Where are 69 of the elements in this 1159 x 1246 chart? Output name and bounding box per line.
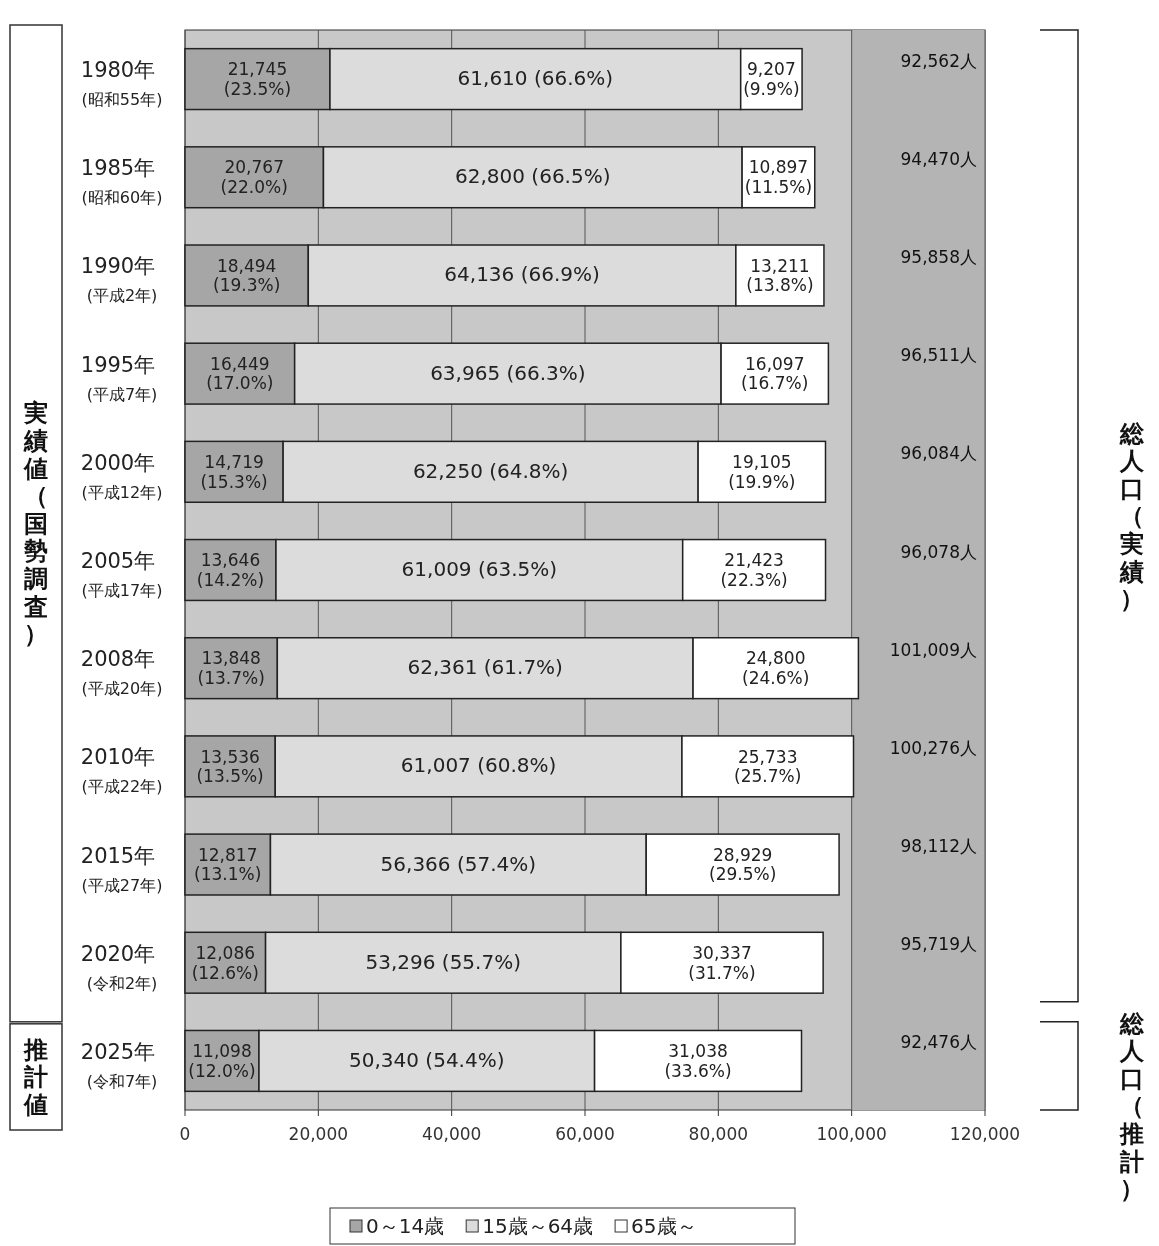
x-tick-label: 100,000 bbox=[816, 1124, 887, 1144]
data-label: 53,296 (55.7%) bbox=[365, 949, 521, 974]
annotation: 94,470人 bbox=[900, 148, 977, 169]
text: 実績値（国勢調査） bbox=[24, 399, 48, 649]
annotation: 96,078人 bbox=[900, 541, 977, 562]
text: 推計値 bbox=[23, 1035, 48, 1119]
data-label: 62,800 (66.5%) bbox=[455, 164, 611, 189]
data-label: 16,449 (17.0%) bbox=[206, 353, 274, 394]
data-label: 12,086 (12.6%) bbox=[191, 942, 259, 983]
data-label: 12,817 (13.1%) bbox=[194, 844, 262, 885]
data-label: 16,097 (16.7%) bbox=[741, 353, 809, 394]
data-label: 10,897 (11.5%) bbox=[744, 157, 813, 198]
y-tick-label: 2008年 (平成20年) bbox=[80, 647, 163, 699]
y-tick-label: 2000年 (平成12年) bbox=[80, 450, 163, 502]
x-tick-label: 60,000 bbox=[555, 1124, 615, 1144]
y-tick-label: 2005年 (平成17年) bbox=[80, 549, 163, 600]
text: 総人口（実績） bbox=[1119, 419, 1145, 614]
y-tick-label: 1980年 (昭和55年) bbox=[80, 58, 163, 110]
y-tick-label: 1995年 (平成7年) bbox=[80, 352, 158, 404]
legend-label: 65歳～ bbox=[631, 1214, 697, 1238]
y-tick-label: 1985年 (昭和60年) bbox=[80, 156, 163, 208]
data-label: 13,848 (13.7%) bbox=[197, 648, 265, 688]
data-label: 21,423 (22.3%) bbox=[720, 550, 788, 590]
data-label: 11,098 (12.0%) bbox=[188, 1041, 256, 1081]
data-label: 31,038 (33.6%) bbox=[664, 1041, 732, 1081]
annotation: 101,009人 bbox=[889, 639, 977, 660]
x-tick-label: 40,000 bbox=[421, 1124, 482, 1144]
annotation: 92,476人 bbox=[900, 1032, 977, 1053]
y-tick-label: 1990年 (平成2年) bbox=[80, 254, 158, 306]
data-label: 13,536 (13.5%) bbox=[196, 746, 264, 787]
data-label: 18,494 (19.3%) bbox=[213, 255, 281, 296]
legend-label: 0～14歳 bbox=[366, 1214, 445, 1238]
y-tick-label: 2015年 (平成27年) bbox=[80, 843, 163, 895]
data-label: 61,610 (66.6%) bbox=[457, 66, 614, 91]
data-label: 21,745 (23.5%) bbox=[223, 59, 292, 99]
data-label: 50,340 (54.4%) bbox=[349, 1047, 505, 1072]
data-label: 13,211 (13.8%) bbox=[746, 255, 814, 296]
data-label: 61,007 (60.8%) bbox=[400, 753, 557, 778]
annotation: 92,562人 bbox=[900, 50, 977, 71]
data-label: 63,965 (66.3%) bbox=[430, 360, 586, 385]
data-label: 13,646 (14.2%) bbox=[196, 550, 265, 590]
text: 総人口（推計） bbox=[1119, 1009, 1145, 1204]
legend-label: 15歳～64歳 bbox=[482, 1214, 594, 1238]
annotation: 95,858人 bbox=[900, 247, 977, 268]
data-label: 64,136 (66.9%) bbox=[444, 262, 600, 287]
annotation: 96,084人 bbox=[900, 443, 977, 464]
data-label: 62,250 (64.8%) bbox=[412, 458, 569, 483]
data-label: 62,361 (61.7%) bbox=[407, 655, 563, 680]
annotation: 95,719人 bbox=[900, 934, 977, 955]
data-label: 28,929 (29.5%) bbox=[709, 844, 777, 885]
annotation: 96,511人 bbox=[900, 345, 977, 366]
data-label: 19,105 (19.9%) bbox=[728, 452, 796, 492]
data-label: 9,207 (9.9%) bbox=[743, 59, 800, 99]
data-label: 25,733 (25.7%) bbox=[734, 746, 802, 787]
x-tick-label: 20,000 bbox=[288, 1124, 349, 1144]
y-tick-label: 2020年 (令和2年) bbox=[80, 941, 158, 993]
annotation: 100,276人 bbox=[889, 737, 977, 758]
annotation: 98,112人 bbox=[900, 836, 977, 857]
x-tick-label: 80,000 bbox=[688, 1124, 749, 1144]
data-label: 20,767 (22.0%) bbox=[220, 157, 288, 198]
data-label: 24,800 (24.6%) bbox=[742, 648, 810, 688]
x-tick-label: 120,000 bbox=[949, 1124, 1021, 1144]
data-label: 61,009 (63.5%) bbox=[401, 557, 558, 581]
y-tick-label: 2010年 (平成22年) bbox=[80, 745, 163, 797]
data-label: 56,366 (57.4%) bbox=[380, 851, 537, 876]
y-tick-label: 2025年 (令和7年) bbox=[80, 1039, 158, 1091]
x-tick-label: 0 bbox=[179, 1124, 191, 1144]
data-label: 14,719 (15.3%) bbox=[200, 452, 268, 492]
data-label: 30,337 (31.7%) bbox=[688, 942, 756, 983]
